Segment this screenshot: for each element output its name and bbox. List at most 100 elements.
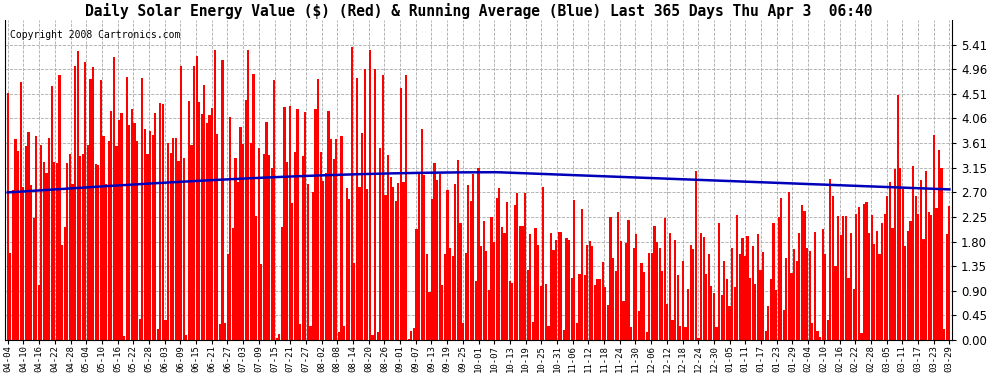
- Bar: [429, 292, 431, 340]
- Bar: [382, 75, 384, 340]
- Bar: [503, 233, 506, 340]
- Bar: [586, 245, 588, 340]
- Bar: [366, 189, 368, 340]
- Bar: [108, 141, 110, 340]
- Bar: [82, 154, 84, 340]
- Bar: [522, 226, 524, 340]
- Bar: [785, 258, 787, 340]
- Bar: [576, 323, 578, 340]
- Bar: [249, 143, 252, 340]
- Bar: [726, 279, 728, 340]
- Bar: [139, 319, 141, 340]
- Bar: [198, 102, 200, 340]
- Bar: [309, 326, 312, 340]
- Bar: [434, 163, 436, 340]
- Bar: [307, 184, 309, 340]
- Bar: [819, 338, 821, 340]
- Bar: [530, 234, 532, 340]
- Bar: [746, 236, 748, 340]
- Bar: [870, 215, 873, 340]
- Bar: [591, 246, 593, 340]
- Bar: [806, 248, 808, 340]
- Bar: [743, 256, 746, 340]
- Bar: [35, 136, 38, 340]
- Bar: [596, 279, 599, 340]
- Bar: [524, 194, 527, 340]
- Bar: [87, 145, 89, 340]
- Bar: [397, 183, 400, 340]
- Bar: [123, 336, 126, 340]
- Bar: [89, 79, 92, 340]
- Bar: [687, 289, 689, 340]
- Bar: [945, 234, 947, 340]
- Bar: [131, 110, 133, 340]
- Bar: [498, 188, 500, 340]
- Bar: [682, 261, 684, 340]
- Bar: [227, 254, 229, 340]
- Bar: [925, 171, 928, 340]
- Bar: [410, 332, 413, 340]
- Bar: [759, 270, 761, 340]
- Bar: [22, 188, 25, 340]
- Bar: [154, 113, 156, 340]
- Bar: [938, 150, 940, 340]
- Bar: [182, 158, 185, 340]
- Bar: [676, 275, 679, 340]
- Bar: [855, 214, 857, 340]
- Bar: [658, 248, 660, 340]
- Bar: [7, 93, 9, 340]
- Bar: [456, 160, 459, 340]
- Bar: [66, 163, 68, 340]
- Bar: [268, 155, 270, 340]
- Bar: [164, 320, 166, 340]
- Bar: [148, 131, 151, 340]
- Bar: [350, 47, 352, 340]
- Bar: [156, 328, 159, 340]
- Bar: [915, 196, 917, 340]
- Bar: [348, 199, 350, 340]
- Bar: [25, 146, 27, 340]
- Bar: [876, 231, 878, 340]
- Bar: [509, 281, 511, 340]
- Bar: [95, 164, 97, 340]
- Bar: [17, 152, 19, 340]
- Bar: [355, 78, 358, 340]
- Bar: [917, 214, 920, 340]
- Bar: [46, 173, 48, 340]
- Bar: [9, 253, 12, 340]
- Bar: [907, 231, 909, 340]
- Bar: [490, 217, 493, 340]
- Bar: [418, 174, 420, 340]
- Bar: [623, 302, 625, 340]
- Bar: [669, 233, 671, 340]
- Bar: [188, 101, 190, 340]
- Bar: [442, 285, 444, 340]
- Bar: [583, 275, 586, 340]
- Bar: [444, 254, 446, 340]
- Bar: [338, 332, 340, 340]
- Bar: [772, 223, 774, 340]
- Bar: [477, 168, 480, 340]
- Bar: [692, 249, 694, 340]
- Bar: [118, 120, 120, 340]
- Bar: [408, 339, 410, 340]
- Bar: [172, 138, 174, 340]
- Bar: [865, 202, 867, 340]
- Bar: [565, 238, 567, 340]
- Bar: [255, 216, 257, 340]
- Bar: [809, 251, 811, 340]
- Bar: [762, 252, 764, 340]
- Bar: [884, 214, 886, 340]
- Bar: [134, 123, 136, 340]
- Bar: [891, 228, 894, 340]
- Bar: [547, 326, 549, 340]
- Bar: [739, 254, 741, 340]
- Bar: [910, 221, 912, 340]
- Bar: [475, 281, 477, 340]
- Bar: [315, 109, 317, 340]
- Bar: [317, 80, 320, 340]
- Bar: [578, 274, 580, 340]
- Bar: [751, 246, 753, 340]
- Bar: [516, 193, 519, 340]
- Bar: [648, 254, 650, 340]
